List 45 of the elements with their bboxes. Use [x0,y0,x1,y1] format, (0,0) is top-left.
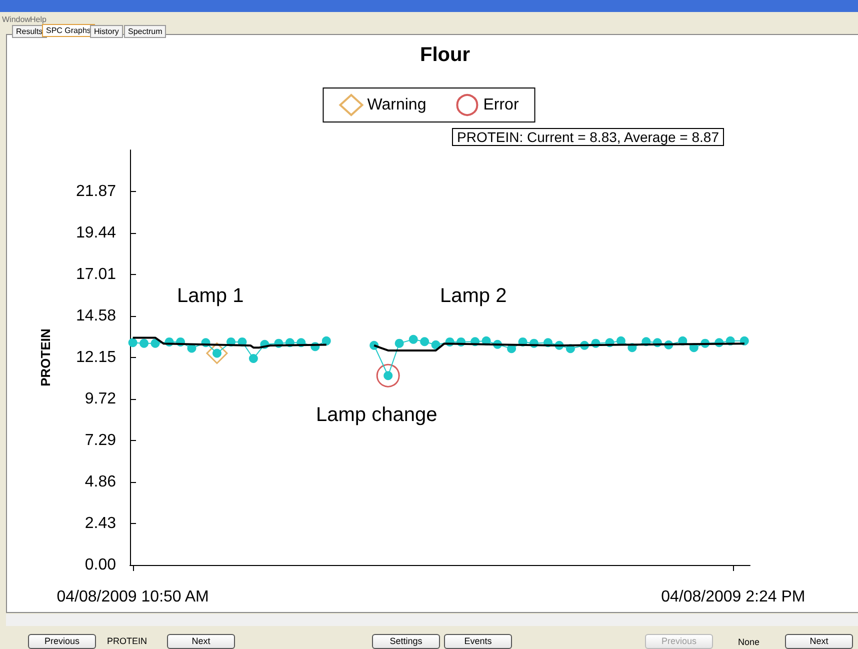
text: Next [167,634,235,649]
point [150,338,160,348]
text: Previous [28,634,96,649]
point [128,338,138,348]
point [420,337,430,346]
y-tick-label: 2.43 [84,515,116,532]
text: None [738,637,760,647]
annotation: Lamp 1 [177,285,244,308]
text: Results [12,25,47,38]
text: Previous [645,634,713,649]
point [206,342,228,364]
point [322,336,331,346]
y-tick-label: 0.00 [84,556,116,574]
text: Events [444,634,512,649]
y-tick-label: 9.72 [84,390,116,408]
point [394,338,404,348]
point [431,340,440,350]
x-tick-label: 04/08/2009 10:50 AM [56,588,209,606]
text: Spectrum [124,25,166,38]
chart-title: Flour [420,44,470,66]
legend-label: Error [483,96,520,114]
annotation: Lamp 2 [440,285,507,308]
y-tick-label: 14.58 [76,308,116,324]
point [248,354,258,364]
y-axis-title: PROTEIN [38,328,53,386]
y-tick-label: 17.01 [76,266,116,283]
y-tick-label: 7.29 [84,432,116,449]
point [376,364,400,388]
text: History [90,25,123,38]
text: Help [30,15,46,24]
text: Window [2,15,30,24]
y-tick-label: 19.44 [76,224,116,242]
y-tick-label: 12.15 [76,349,116,366]
point [408,334,418,344]
annotation: Lamp change [316,404,438,427]
y-tick-label: 4.86 [84,474,116,490]
point [140,338,149,348]
text: PROTEIN: Current = 8.83, Average = 8.87 [452,128,724,146]
text: PROTEIN [107,636,148,646]
text: Next [785,634,853,649]
y-tick-label: 21.87 [76,183,116,200]
text: Settings [372,634,440,649]
x-tick-label: 04/08/2009 2:24 PM [661,588,806,606]
legend-label: Warning [367,96,426,114]
text: SPC Graphs [42,24,95,37]
